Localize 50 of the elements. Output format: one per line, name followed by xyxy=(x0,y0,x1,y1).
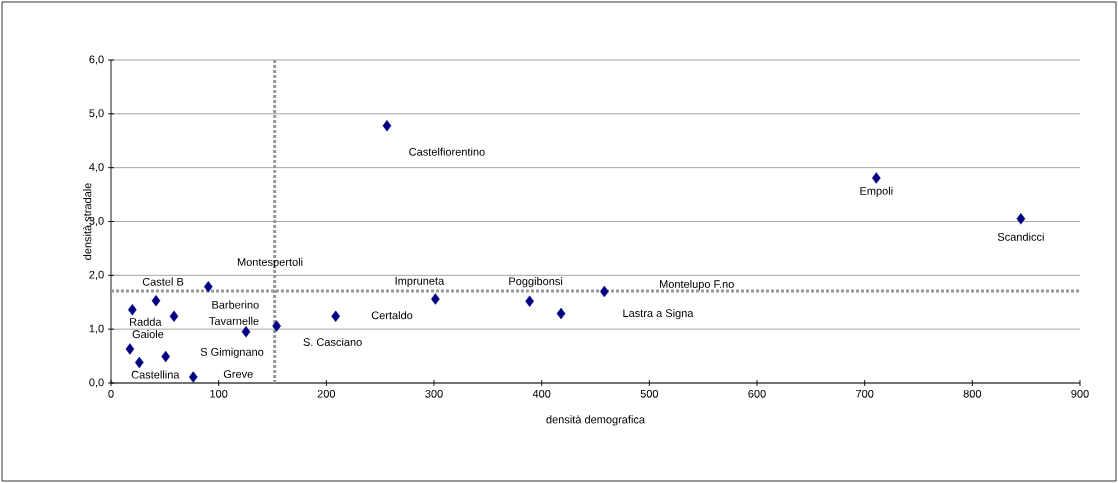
x-tick-label: 800 xyxy=(963,389,982,398)
point xyxy=(556,307,566,320)
annotation: Greve xyxy=(223,370,253,378)
point xyxy=(871,172,881,184)
annotation: Castel B xyxy=(142,277,184,286)
x-tick-label: 100 xyxy=(210,389,228,398)
annotation: Gaiole xyxy=(132,330,164,339)
x-tick-label: 300 xyxy=(425,389,443,398)
y-tick-label: 1,0 xyxy=(89,324,104,334)
annotation: Montelupo F.no xyxy=(660,279,734,291)
annotation: Poggibonsi xyxy=(509,277,563,288)
x-tick-label: 200 xyxy=(317,389,336,398)
annotation: Certaldo xyxy=(371,311,413,320)
point xyxy=(431,293,440,305)
annotation: Castelfiorentino xyxy=(409,147,485,156)
annotation: Impruneta xyxy=(395,277,445,287)
annotation: Montespertoli xyxy=(237,257,303,269)
y-tick-label: 4,0 xyxy=(89,163,104,173)
annotation: Barberino xyxy=(212,300,259,309)
point xyxy=(331,310,341,322)
annotation: Scandicci xyxy=(997,232,1044,241)
point xyxy=(169,310,179,322)
annotation: Tavarnelle xyxy=(209,316,259,325)
annotation: Castellina xyxy=(131,370,180,379)
x-tick-label: 900 xyxy=(1071,389,1089,398)
x-tick-label: 0 xyxy=(108,389,114,398)
annotation: S. Casciano xyxy=(303,337,362,346)
point xyxy=(125,343,135,355)
point xyxy=(1016,213,1026,225)
annotation: S Gimignano xyxy=(200,347,264,358)
x-tick-label: 700 xyxy=(856,389,874,398)
point xyxy=(382,119,392,132)
point xyxy=(272,320,281,332)
point xyxy=(525,295,534,307)
x-tick-label: 600 xyxy=(748,389,766,398)
y-tick-label: 2,0 xyxy=(89,270,104,280)
point xyxy=(241,326,251,338)
annotation: Lastra a Signa xyxy=(623,308,694,320)
y-tick-label: 0,0 xyxy=(89,378,104,388)
point xyxy=(161,350,171,363)
annotation: Empoli xyxy=(860,186,893,198)
annotation: Radda xyxy=(130,317,162,326)
y-tick-label: 5,0 xyxy=(89,109,104,119)
x-axis-title: densità demografica xyxy=(546,415,646,426)
x-tick-label: 400 xyxy=(532,389,551,398)
point xyxy=(151,294,161,307)
point xyxy=(188,371,198,383)
point xyxy=(127,304,137,316)
x-tick-label: 500 xyxy=(640,389,659,398)
y-tick-label: 6,0 xyxy=(89,55,104,65)
